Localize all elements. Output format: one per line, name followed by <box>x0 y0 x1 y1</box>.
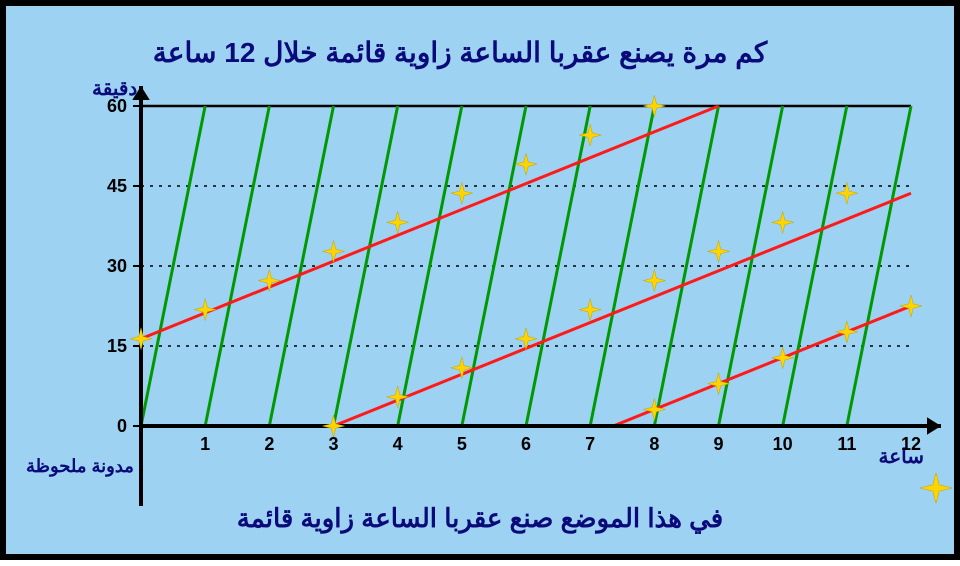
svg-text:11: 11 <box>837 434 856 454</box>
svg-text:12: 12 <box>901 434 921 454</box>
svg-text:7: 7 <box>585 434 595 454</box>
legend-text: في هذا الموضع صنع عقربا الساعة زاوية قائ… <box>237 503 723 533</box>
chart-legend: في هذا الموضع صنع عقربا الساعة زاوية قائ… <box>6 473 954 534</box>
svg-text:6: 6 <box>521 434 531 454</box>
svg-text:4: 4 <box>393 434 403 454</box>
svg-text:0: 0 <box>117 416 127 436</box>
svg-text:10: 10 <box>773 434 793 454</box>
svg-text:2: 2 <box>264 434 274 454</box>
chart-container: كم مرة يصنع عقربا الساعة زاوية قائمة خلا… <box>0 0 960 560</box>
svg-text:9: 9 <box>713 434 723 454</box>
svg-text:8: 8 <box>649 434 659 454</box>
svg-text:60: 60 <box>107 96 127 116</box>
svg-text:45: 45 <box>107 176 127 196</box>
svg-text:15: 15 <box>107 336 127 356</box>
svg-text:30: 30 <box>107 256 127 276</box>
svg-text:5: 5 <box>457 434 467 454</box>
svg-text:1: 1 <box>200 434 210 454</box>
